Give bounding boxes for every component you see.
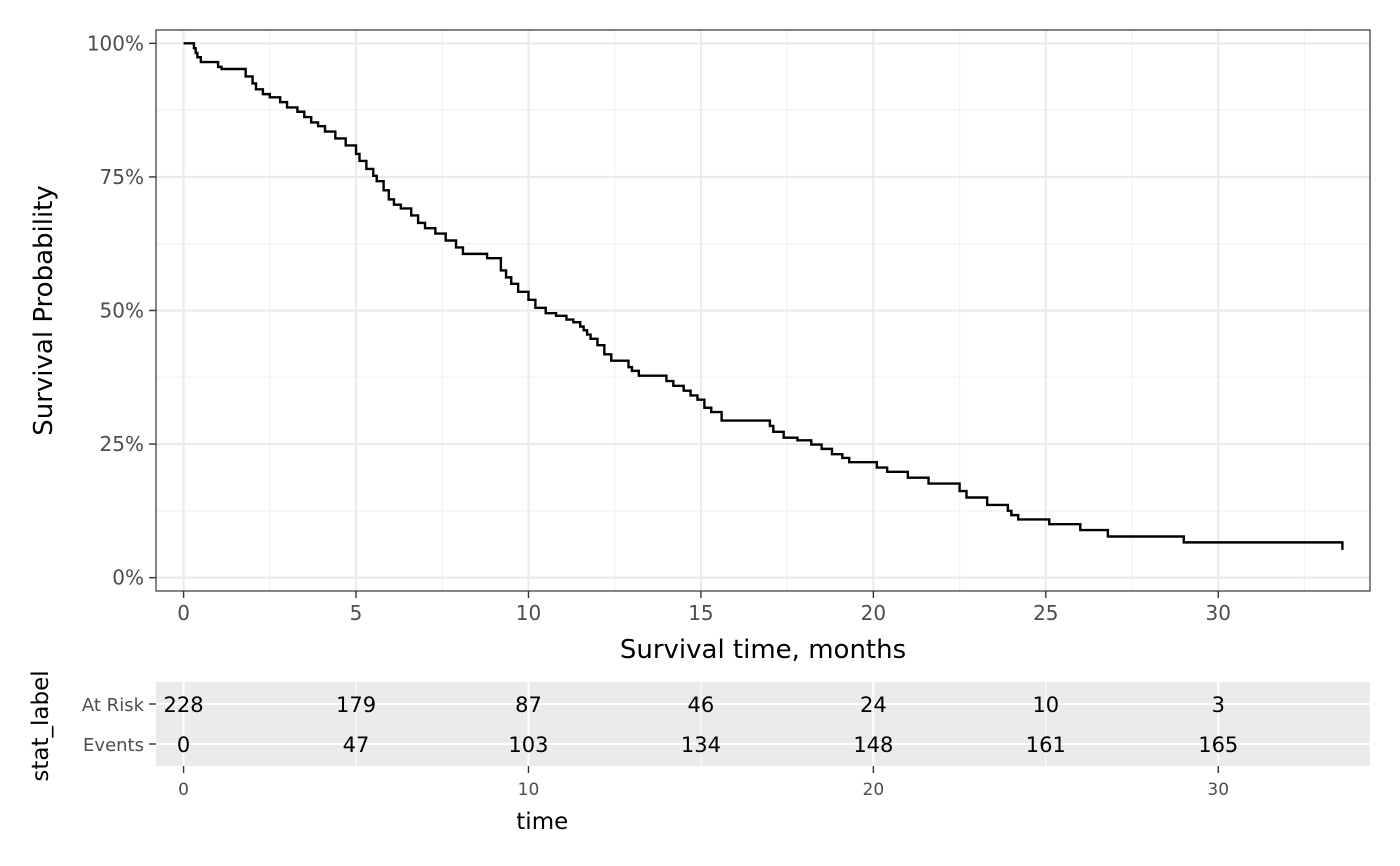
- risk-x-tick-label: 30: [1207, 780, 1229, 800]
- y-tick-label: 0%: [112, 566, 144, 590]
- y-axis-title: Survival Probability: [29, 185, 59, 436]
- risk-table-cell: 46: [688, 693, 715, 717]
- risk-table-cell: 228: [164, 693, 204, 717]
- risk-row-label: At Risk: [82, 695, 145, 716]
- x-tick-label: 25: [1033, 601, 1058, 625]
- survival-curve: [183, 42, 1344, 550]
- risk-table-cell: 0: [177, 733, 190, 757]
- risk-x-tick-label: 10: [518, 780, 540, 800]
- risk-table-cell: 47: [343, 733, 370, 757]
- risk-table-panel: 228 179 87 46 24 10 30 47 103 134 148 161 165 At Ris…: [28, 670, 1370, 835]
- risk-table-cell: 3: [1212, 693, 1225, 717]
- risk-x-tick-label: 20: [863, 780, 885, 800]
- major-gridlines: [156, 30, 1370, 591]
- risk-table-cell: 165: [1198, 733, 1238, 757]
- risk-table-cell: 161: [1026, 733, 1066, 757]
- x-tick-label: 20: [861, 601, 886, 625]
- risk-x-tick-label: 0: [178, 780, 189, 800]
- risk-table-y-title: stat_label: [28, 670, 54, 781]
- risk-table-cell: 179: [336, 693, 376, 717]
- main-plot-panel: 0% 25% 50% 75% 100% 0 5 10 15 20 25 30 Survival Pr…: [29, 29, 1371, 665]
- risk-table-cell: 87: [515, 693, 542, 717]
- x-axis-title: Survival time, months: [620, 635, 906, 665]
- risk-table-cell: 103: [508, 733, 548, 757]
- y-tick-label: 25%: [100, 432, 144, 456]
- risk-table-x-axis: 0 10 20 30: [178, 766, 1229, 800]
- x-tick-label: 15: [688, 601, 713, 625]
- risk-table-gridlines: [156, 682, 1370, 766]
- x-tick-label: 10: [516, 601, 541, 625]
- risk-table-x-title: time: [516, 809, 568, 835]
- y-tick-label: 75%: [100, 165, 144, 189]
- y-axis: 0% 25% 50% 75% 100%: [87, 31, 156, 590]
- risk-table-row-labels: At Risk Events: [82, 695, 156, 756]
- x-tick-label: 5: [350, 601, 363, 625]
- risk-table-cell: 134: [681, 733, 721, 757]
- risk-table-cells: 228 179 87 46 24 10 30 47 103 134 148 161 165: [164, 693, 1239, 757]
- x-tick-label: 0: [177, 601, 190, 625]
- y-tick-label: 100%: [87, 31, 144, 55]
- risk-table-cell: 148: [853, 733, 893, 757]
- risk-table-background: [156, 682, 1370, 766]
- x-axis: 0 5 10 15 20 25 30: [177, 591, 1231, 625]
- risk-table-cell: 10: [1032, 693, 1059, 717]
- risk-table-cell: 24: [860, 693, 887, 717]
- risk-row-label: Events: [83, 735, 144, 756]
- y-tick-label: 50%: [100, 299, 144, 323]
- x-tick-label: 30: [1206, 601, 1231, 625]
